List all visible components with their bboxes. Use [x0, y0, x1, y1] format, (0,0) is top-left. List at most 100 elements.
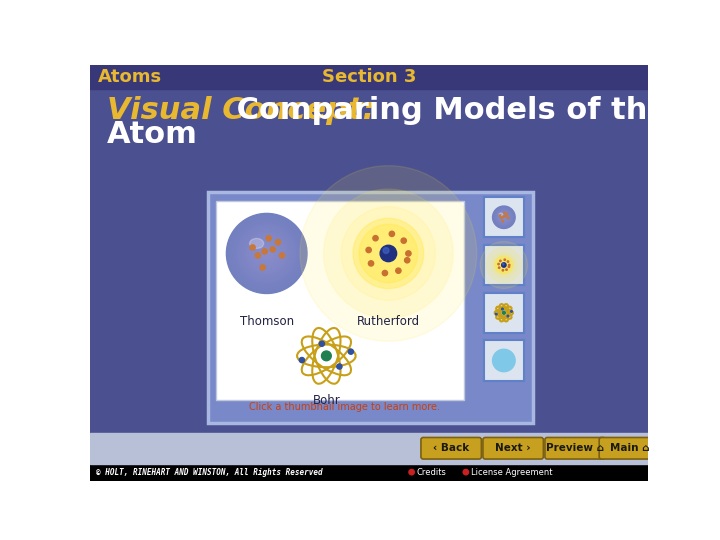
- Circle shape: [498, 264, 499, 265]
- Bar: [484, 245, 524, 285]
- Circle shape: [238, 225, 295, 282]
- Circle shape: [405, 258, 410, 263]
- FancyBboxPatch shape: [483, 437, 544, 459]
- Circle shape: [507, 315, 509, 317]
- Circle shape: [270, 247, 275, 252]
- Circle shape: [492, 349, 515, 372]
- Text: Credits: Credits: [416, 468, 446, 477]
- Circle shape: [503, 216, 504, 218]
- Circle shape: [229, 216, 304, 291]
- Circle shape: [498, 267, 500, 268]
- Bar: [90, 464, 648, 481]
- Circle shape: [510, 310, 513, 312]
- Circle shape: [497, 210, 511, 225]
- Circle shape: [252, 239, 281, 268]
- Circle shape: [503, 264, 504, 265]
- Text: Atom: Atom: [107, 120, 198, 149]
- Circle shape: [275, 240, 281, 245]
- Circle shape: [390, 231, 395, 237]
- Text: Visual Concept:: Visual Concept:: [107, 96, 375, 125]
- Circle shape: [492, 206, 515, 228]
- Circle shape: [506, 269, 508, 271]
- Circle shape: [235, 222, 298, 285]
- Circle shape: [246, 233, 287, 273]
- Circle shape: [396, 268, 401, 273]
- Circle shape: [300, 166, 477, 341]
- Text: ‹ Back: ‹ Back: [433, 443, 469, 453]
- Bar: [484, 197, 524, 237]
- Circle shape: [503, 215, 505, 219]
- Circle shape: [341, 207, 436, 300]
- Circle shape: [243, 231, 289, 276]
- Text: Thomson: Thomson: [240, 315, 294, 328]
- Circle shape: [496, 257, 512, 273]
- Circle shape: [495, 255, 513, 274]
- Circle shape: [480, 241, 528, 288]
- Text: © HOLT, RINEHART AND WINSTON, All Rights Reserved: © HOLT, RINEHART AND WINSTON, All Rights…: [96, 468, 323, 477]
- Text: Main ⌂: Main ⌂: [610, 443, 649, 453]
- Circle shape: [498, 211, 510, 224]
- Circle shape: [508, 264, 510, 266]
- Bar: [216, 201, 464, 400]
- Circle shape: [319, 341, 325, 346]
- Circle shape: [383, 248, 389, 253]
- Circle shape: [255, 242, 278, 265]
- Text: Section 3: Section 3: [322, 68, 416, 86]
- Text: Click a thumbnail image to learn more.: Click a thumbnail image to learn more.: [249, 402, 440, 413]
- Circle shape: [258, 245, 275, 262]
- Circle shape: [348, 349, 354, 354]
- Circle shape: [300, 357, 305, 363]
- Circle shape: [503, 217, 505, 218]
- Circle shape: [500, 260, 501, 261]
- Circle shape: [502, 308, 503, 310]
- Circle shape: [353, 218, 423, 288]
- Circle shape: [502, 263, 506, 267]
- Circle shape: [226, 213, 307, 293]
- Circle shape: [255, 253, 261, 258]
- Bar: [208, 192, 534, 423]
- Circle shape: [508, 266, 510, 267]
- Circle shape: [260, 265, 265, 270]
- Circle shape: [262, 249, 267, 254]
- Bar: [90, 433, 648, 464]
- Ellipse shape: [499, 213, 503, 216]
- Circle shape: [495, 313, 497, 315]
- FancyBboxPatch shape: [599, 437, 660, 459]
- Circle shape: [501, 215, 506, 220]
- Circle shape: [382, 271, 387, 276]
- Circle shape: [500, 213, 508, 221]
- Ellipse shape: [250, 239, 264, 248]
- Circle shape: [503, 311, 505, 314]
- Text: Atoms: Atoms: [98, 68, 162, 86]
- Circle shape: [498, 212, 510, 223]
- Circle shape: [487, 248, 521, 282]
- Circle shape: [500, 214, 507, 220]
- Circle shape: [266, 235, 271, 241]
- Circle shape: [508, 217, 509, 219]
- Bar: [90, 65, 648, 90]
- Circle shape: [240, 228, 292, 279]
- Circle shape: [261, 248, 272, 259]
- Circle shape: [504, 212, 505, 214]
- Circle shape: [323, 189, 453, 318]
- Text: License Agreement: License Agreement: [471, 468, 552, 477]
- Circle shape: [249, 237, 284, 271]
- Circle shape: [337, 364, 342, 369]
- Text: Rutherford: Rutherford: [357, 315, 420, 328]
- Text: Next ›: Next ›: [495, 443, 531, 453]
- Circle shape: [369, 261, 374, 266]
- Circle shape: [322, 351, 331, 361]
- Circle shape: [409, 469, 414, 475]
- Text: Bohr: Bohr: [312, 394, 341, 407]
- Text: Comparing Models of the: Comparing Models of the: [225, 96, 667, 125]
- FancyBboxPatch shape: [545, 437, 606, 459]
- Circle shape: [496, 210, 512, 225]
- Circle shape: [250, 245, 255, 250]
- Circle shape: [279, 253, 284, 258]
- Circle shape: [359, 224, 418, 283]
- Circle shape: [366, 247, 372, 253]
- Circle shape: [491, 252, 516, 278]
- Circle shape: [401, 238, 406, 244]
- Bar: [484, 340, 524, 381]
- Bar: [484, 293, 524, 333]
